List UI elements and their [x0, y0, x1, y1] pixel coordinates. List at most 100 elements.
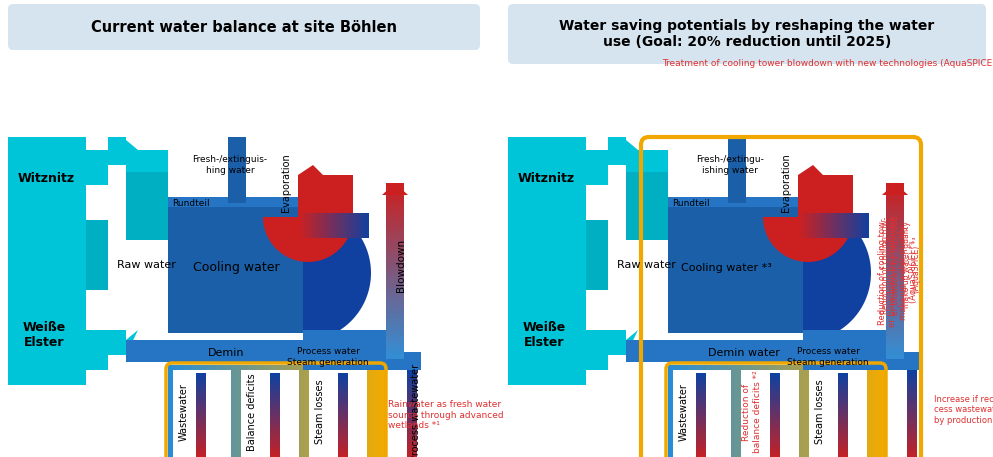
Bar [407, 442, 417, 446]
Bar [838, 439, 848, 442]
Bar [770, 442, 780, 445]
Bar [212, 365, 213, 457]
Bar [351, 365, 353, 457]
Bar [282, 365, 283, 457]
Text: Increase if recycle rate of pro-
cess wastewaters implemented
by production plan: Increase if recycle rate of pro- cess wa… [934, 395, 993, 425]
Bar [196, 453, 206, 457]
Bar [270, 399, 280, 402]
Bar [886, 213, 904, 218]
Bar [407, 403, 417, 406]
Bar [673, 370, 731, 457]
Text: Rundteil: Rundteil [172, 198, 210, 207]
Text: Reduction of cooling tow-
er blowdown by improved
make-up water quality
(AquaSPI: Reduction of cooling tow- er blowdown by… [881, 215, 922, 314]
Bar [886, 218, 904, 223]
Text: Witznitz: Witznitz [18, 171, 74, 185]
Bar [677, 365, 678, 457]
Bar [407, 421, 417, 425]
Bar [709, 365, 711, 457]
Bar [829, 365, 830, 457]
Bar [668, 365, 669, 457]
Bar [819, 365, 820, 457]
Bar [886, 332, 904, 337]
Bar [696, 410, 706, 414]
Bar [781, 365, 782, 457]
Bar [696, 422, 706, 425]
Bar [758, 365, 760, 457]
Bar [196, 379, 206, 382]
Bar [196, 382, 206, 385]
Bar [697, 365, 698, 457]
Bar [907, 370, 917, 373]
Bar [702, 365, 703, 457]
Bar [270, 396, 280, 399]
Bar [386, 205, 404, 210]
Bar [828, 365, 829, 457]
Bar [196, 413, 206, 416]
Bar [270, 425, 280, 428]
Bar [696, 402, 706, 405]
Bar [794, 365, 795, 457]
Bar [770, 379, 780, 382]
Bar [242, 365, 243, 457]
Bar [386, 319, 404, 324]
Bar [238, 365, 239, 457]
Bar [353, 365, 355, 457]
Bar [770, 456, 780, 457]
Bar [407, 370, 417, 373]
Bar [213, 365, 214, 457]
Bar [706, 365, 707, 457]
Bar [338, 447, 348, 451]
Bar [788, 365, 789, 457]
Bar [907, 382, 917, 386]
Bar [828, 213, 830, 238]
Bar [267, 365, 268, 457]
Text: Raw water: Raw water [617, 260, 675, 270]
Bar [386, 332, 404, 337]
Bar [806, 213, 809, 238]
Bar [858, 213, 860, 238]
Bar [284, 365, 286, 457]
Bar [361, 365, 362, 457]
Bar [302, 213, 304, 238]
Bar [270, 419, 280, 422]
Polygon shape [586, 185, 608, 220]
Bar [838, 402, 848, 405]
Bar [696, 439, 706, 442]
Bar [886, 187, 904, 192]
Bar [264, 365, 265, 457]
Bar [789, 365, 790, 457]
Bar [886, 319, 904, 324]
Bar [407, 412, 417, 415]
Bar [886, 305, 904, 310]
Bar [325, 365, 327, 457]
Bar [300, 213, 302, 238]
Bar [907, 394, 917, 398]
Bar [852, 213, 855, 238]
Bar [338, 388, 348, 391]
Bar [407, 373, 417, 377]
Bar [386, 253, 404, 258]
Bar [886, 196, 904, 201]
Bar [761, 365, 763, 457]
Bar [735, 365, 737, 457]
Bar [814, 365, 815, 457]
Bar [359, 213, 361, 238]
Bar [907, 379, 917, 383]
Bar [838, 393, 848, 396]
Bar [305, 365, 307, 457]
Bar [206, 365, 208, 457]
Bar [861, 365, 863, 457]
Bar [886, 262, 904, 266]
Bar [241, 365, 242, 457]
Bar [770, 416, 780, 420]
Bar [907, 445, 917, 448]
Bar [786, 365, 787, 457]
Bar [744, 365, 746, 457]
Bar [254, 365, 255, 457]
Bar [848, 365, 849, 457]
Bar [187, 365, 189, 457]
Bar [838, 456, 848, 457]
Bar [211, 365, 213, 457]
Text: Fresh-/extingu-
ishing water: Fresh-/extingu- ishing water [696, 155, 764, 175]
Bar [279, 365, 280, 457]
